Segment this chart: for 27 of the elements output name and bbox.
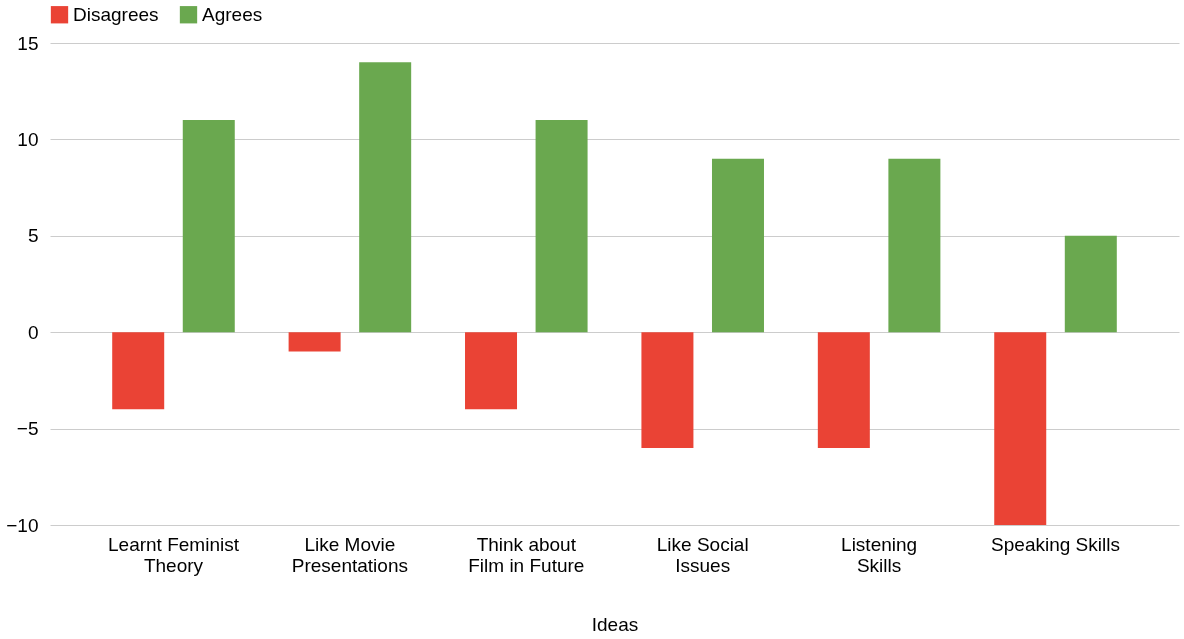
y-tick-label: −5 [16, 418, 39, 440]
y-tick-label: 10 [17, 128, 39, 150]
bar [359, 62, 412, 333]
bar [535, 120, 588, 333]
x-tick-label: Speaking Skills [991, 533, 1120, 555]
y-tick-label: 5 [27, 225, 39, 247]
bar [288, 332, 341, 352]
bar [817, 332, 870, 448]
bar [465, 332, 518, 410]
bar [112, 332, 165, 410]
x-tick-label: Listening Skills [841, 533, 918, 576]
bar [711, 158, 764, 333]
bar [182, 120, 235, 333]
x-tick-label: Learnt Feminist Theory [108, 533, 240, 576]
x-tick-label: Think about Film in Future [468, 533, 585, 576]
y-tick-label: −10 [6, 514, 39, 536]
y-tick-label: 0 [27, 321, 39, 343]
legend-label: Disagrees [73, 3, 159, 25]
bar [994, 332, 1047, 525]
x-axis-title: Ideas [591, 613, 639, 635]
x-tick-label: Like Social Issues [656, 533, 749, 576]
legend-label: Agrees [202, 3, 263, 25]
x-tick-label: Like Movie Presentations [291, 533, 408, 576]
y-tick-label: 15 [17, 32, 39, 54]
bar [888, 158, 941, 333]
bar [641, 332, 694, 448]
bar [1064, 235, 1117, 333]
